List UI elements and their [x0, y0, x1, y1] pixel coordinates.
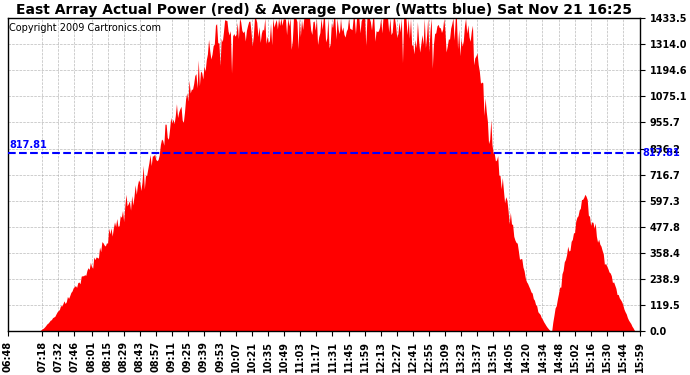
Text: Copyright 2009 Cartronics.com: Copyright 2009 Cartronics.com	[9, 22, 161, 33]
Title: East Array Actual Power (red) & Average Power (Watts blue) Sat Nov 21 16:25: East Array Actual Power (red) & Average …	[16, 3, 632, 17]
Text: 817.81: 817.81	[9, 140, 47, 150]
Text: 817.81: 817.81	[642, 148, 680, 158]
